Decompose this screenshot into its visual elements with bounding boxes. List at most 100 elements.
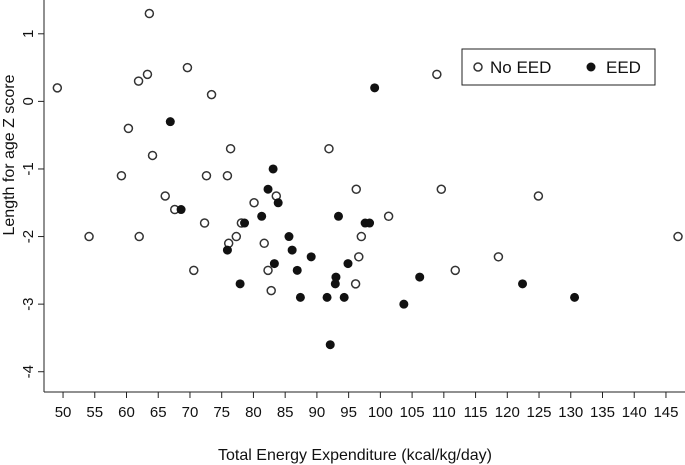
x-tick-label: 105 (400, 404, 425, 421)
point-eed (306, 252, 316, 262)
point-no-eed (144, 8, 155, 19)
point-eed (331, 272, 341, 282)
point-no-eed (189, 265, 199, 276)
point-eed (269, 259, 279, 269)
point-no-eed (266, 285, 276, 296)
x-tick-label: 50 (55, 404, 72, 421)
y-axis-label: Length for age Z score (1, 74, 18, 235)
x-tick-label: 125 (527, 404, 552, 421)
point-eed (570, 292, 580, 302)
point-no-eed (356, 231, 367, 242)
x-tick-label: 115 (464, 404, 488, 421)
point-no-eed (350, 279, 361, 289)
point-eed (257, 211, 267, 221)
legend-marker-eed (586, 62, 596, 72)
point-no-eed (493, 252, 504, 262)
x-tick-label: 65 (150, 404, 167, 421)
x-tick-label: 95 (340, 404, 357, 421)
point-no-eed (249, 198, 259, 208)
point-eed (325, 340, 335, 350)
point-eed (268, 164, 278, 174)
point-no-eed (142, 69, 153, 80)
x-tick-label: 135 (590, 404, 615, 421)
y-tick-label: -4 (20, 365, 37, 378)
point-no-eed (123, 123, 134, 134)
plot-frame (43, 0, 685, 393)
point-eed (284, 232, 294, 242)
x-axis-ticks: 50 55 60 65 70 75 80 85 90 95 100 105 110 115 120 125 13… (55, 392, 678, 421)
point-no-eed (225, 143, 236, 154)
x-tick-label: 140 (622, 404, 647, 421)
y-tick-label: -3 (20, 297, 37, 310)
y-tick-label: 0 (20, 97, 37, 105)
x-tick-label: 75 (213, 404, 230, 421)
x-tick-label: 80 (245, 404, 262, 421)
point-no-eed (383, 211, 394, 222)
legend-label-no-eed: No EED (490, 58, 551, 77)
x-tick-label: 100 (368, 404, 393, 421)
point-no-eed (432, 69, 442, 80)
point-eed (273, 198, 283, 208)
point-eed (399, 299, 409, 309)
point-no-eed (201, 170, 212, 181)
point-eed (295, 292, 305, 302)
point-no-eed (324, 143, 334, 154)
point-no-eed (263, 265, 273, 276)
point-no-eed (199, 218, 210, 228)
point-no-eed (206, 89, 217, 100)
point-eed (330, 279, 340, 289)
y-tick-label: 1 (20, 30, 37, 38)
point-no-eed (147, 150, 158, 161)
x-tick-label: 70 (182, 404, 199, 421)
legend-marker-no-eed (473, 62, 483, 72)
point-no-eed (673, 231, 683, 242)
point-no-eed (134, 231, 144, 242)
x-tick-label: 90 (309, 404, 326, 421)
point-no-eed (354, 252, 364, 262)
point-eed (165, 117, 175, 127)
x-tick-label: 145 (653, 404, 678, 421)
point-eed (415, 272, 425, 282)
x-tick-label: 120 (495, 404, 520, 421)
point-no-eed (84, 231, 94, 242)
point-eed (343, 259, 353, 269)
y-tick-label: -1 (20, 162, 37, 175)
point-eed (176, 205, 186, 215)
point-eed (292, 265, 302, 275)
x-tick-label: 55 (86, 404, 103, 421)
legend-label-eed: EED (606, 58, 641, 77)
point-eed (333, 211, 343, 221)
x-axis-label: Total Energy Expenditure (kcal/kg/day) (218, 447, 492, 464)
legend-box (461, 48, 656, 86)
point-no-eed (436, 184, 447, 194)
point-eed (370, 83, 380, 93)
point-no-eed (231, 231, 242, 242)
x-tick-label: 110 (432, 404, 456, 421)
point-no-eed (52, 83, 63, 93)
x-tick-label: 130 (558, 404, 583, 421)
point-eed (222, 245, 232, 255)
point-eed (240, 218, 250, 228)
point-eed (263, 184, 273, 194)
y-tick-label: -2 (20, 230, 37, 243)
point-no-eed (160, 191, 170, 201)
point-no-eed (533, 191, 544, 201)
point-eed (339, 292, 349, 302)
point-no-eed (182, 62, 193, 73)
legend: No EED EED (461, 48, 656, 86)
y-axis-ticks: 1 0 -1 -2 -3 -4 (20, 30, 44, 378)
point-no-eed (133, 76, 144, 86)
x-tick-label: 85 (277, 404, 294, 421)
point-no-eed (116, 170, 127, 181)
point-no-eed (222, 170, 233, 181)
point-no-eed (351, 184, 361, 194)
point-eed (322, 292, 332, 302)
point-eed (235, 279, 245, 289)
x-tick-label: 60 (118, 404, 135, 421)
point-no-eed (259, 238, 269, 249)
data-points (52, 8, 683, 350)
point-eed (287, 245, 297, 255)
point-eed (518, 279, 528, 289)
point-no-eed (450, 265, 461, 276)
